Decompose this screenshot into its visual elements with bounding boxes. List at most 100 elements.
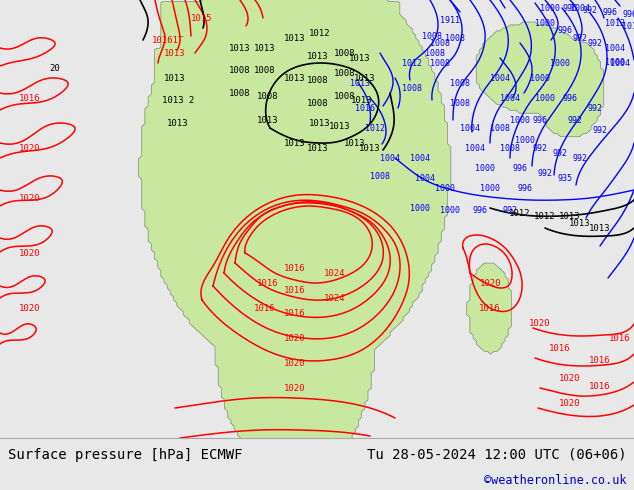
- Text: 1013: 1013: [329, 122, 351, 130]
- Text: 1013: 1013: [230, 44, 251, 52]
- Text: 996: 996: [562, 3, 578, 13]
- Text: 992: 992: [567, 116, 583, 124]
- Text: 1008: 1008: [254, 66, 276, 74]
- Text: 1004: 1004: [465, 144, 485, 152]
- Text: 20: 20: [49, 64, 60, 73]
- Text: 1008: 1008: [445, 33, 465, 43]
- Text: 1004: 1004: [610, 58, 630, 68]
- Text: 1000: 1000: [410, 203, 430, 213]
- Text: 1000: 1000: [510, 116, 530, 124]
- Text: 1016: 1016: [609, 334, 631, 343]
- Text: 1016: 1016: [284, 264, 306, 272]
- Text: 1016: 1016: [479, 303, 501, 313]
- Text: 1008: 1008: [230, 66, 251, 74]
- Text: 1008: 1008: [430, 39, 450, 48]
- Text: 1013: 1013: [349, 53, 371, 63]
- Text: 1013: 1013: [344, 139, 366, 147]
- Text: 996: 996: [562, 94, 578, 102]
- Text: 1000: 1000: [550, 58, 570, 68]
- Text: 992: 992: [593, 125, 607, 134]
- Text: 1013: 1013: [164, 49, 186, 57]
- Text: 1020: 1020: [529, 318, 551, 327]
- Text: 1004: 1004: [410, 153, 430, 163]
- Text: 1020: 1020: [19, 248, 41, 258]
- Text: 1013: 1013: [257, 116, 279, 124]
- Text: 996: 996: [623, 9, 634, 19]
- Text: Tu 28-05-2024 12:00 UTC (06+06): Tu 28-05-2024 12:00 UTC (06+06): [366, 448, 626, 462]
- Text: 1024: 1024: [324, 269, 346, 277]
- Text: 996: 996: [533, 116, 548, 124]
- Text: 992: 992: [573, 153, 588, 163]
- Text: 1004: 1004: [460, 123, 480, 132]
- Text: 992: 992: [588, 39, 602, 48]
- Text: 1020: 1020: [284, 334, 306, 343]
- Text: 1000: 1000: [530, 74, 550, 82]
- Text: Surface pressure [hPa] ECMWF: Surface pressure [hPa] ECMWF: [8, 448, 242, 462]
- Text: 1008: 1008: [307, 98, 329, 107]
- Text: 1013: 1013: [309, 119, 331, 127]
- Text: 1024: 1024: [324, 294, 346, 302]
- Text: 1020: 1020: [284, 384, 306, 392]
- Text: 1008: 1008: [370, 172, 390, 180]
- Text: 935: 935: [557, 173, 573, 182]
- Text: 1013: 1013: [284, 139, 306, 147]
- Text: 1020: 1020: [19, 303, 41, 313]
- Text: 1020: 1020: [19, 194, 41, 202]
- Text: 992: 992: [583, 5, 597, 15]
- Text: 1004: 1004: [490, 74, 510, 82]
- Text: 1020: 1020: [19, 144, 41, 152]
- Text: 1000: 1000: [535, 19, 555, 27]
- Text: 1004: 1004: [570, 3, 590, 13]
- Text: 1000: 1000: [475, 164, 495, 172]
- Text: 1016: 1016: [254, 303, 276, 313]
- Text: 1013: 1013: [284, 74, 306, 82]
- Text: 1000: 1000: [540, 3, 560, 13]
- Text: 1008: 1008: [334, 92, 356, 100]
- Text: 1000: 1000: [535, 94, 555, 102]
- Text: 1911: 1911: [440, 16, 460, 24]
- Text: 1016: 1016: [589, 382, 611, 391]
- Text: 1004: 1004: [500, 94, 520, 102]
- Text: 1016: 1016: [355, 103, 375, 113]
- Text: 1008: 1008: [450, 98, 470, 107]
- Text: 1013: 1013: [569, 219, 591, 227]
- Text: ©weatheronline.co.uk: ©weatheronline.co.uk: [484, 474, 626, 487]
- Text: 1020: 1020: [559, 373, 581, 383]
- Text: 1008: 1008: [430, 58, 450, 68]
- Text: 996: 996: [512, 164, 527, 172]
- Text: 1012: 1012: [365, 123, 385, 132]
- Text: 1004: 1004: [380, 153, 400, 163]
- Text: 1013: 1013: [589, 223, 611, 232]
- Text: 1013: 1013: [359, 144, 381, 152]
- Text: 1013 2: 1013 2: [162, 96, 194, 104]
- Text: 1013: 1013: [254, 44, 276, 52]
- Text: 1004: 1004: [415, 173, 435, 182]
- Text: 1013: 1013: [307, 144, 329, 152]
- Text: 1008: 1008: [500, 144, 520, 152]
- Text: 1000: 1000: [605, 57, 625, 67]
- Text: 1013: 1013: [307, 51, 329, 60]
- Text: 1020: 1020: [284, 359, 306, 368]
- Text: 1008: 1008: [422, 31, 442, 41]
- Text: 1012: 1012: [309, 28, 331, 38]
- Text: 1000: 1000: [480, 183, 500, 193]
- Text: 1016: 1016: [257, 278, 279, 288]
- Text: 1008: 1008: [257, 92, 279, 100]
- Text: 1008: 1008: [402, 83, 422, 93]
- Text: 1008: 1008: [334, 69, 356, 77]
- Text: 1013: 1013: [559, 212, 581, 220]
- Text: 992: 992: [533, 144, 548, 152]
- Text: 1013: 1013: [350, 78, 370, 88]
- Text: 992: 992: [538, 169, 552, 177]
- Text: 1013: 1013: [605, 19, 625, 27]
- Text: 1012: 1012: [534, 212, 556, 220]
- Text: 1000: 1000: [515, 136, 535, 145]
- Text: 1012: 1012: [509, 209, 531, 218]
- Text: 1013: 1013: [351, 96, 373, 104]
- Text: 1000: 1000: [440, 205, 460, 215]
- Text: 1008: 1008: [307, 75, 329, 84]
- Text: 1013: 1013: [354, 74, 376, 82]
- Text: 996: 996: [602, 7, 618, 17]
- Text: 992: 992: [588, 103, 602, 113]
- Text: 1008: 1008: [450, 78, 470, 88]
